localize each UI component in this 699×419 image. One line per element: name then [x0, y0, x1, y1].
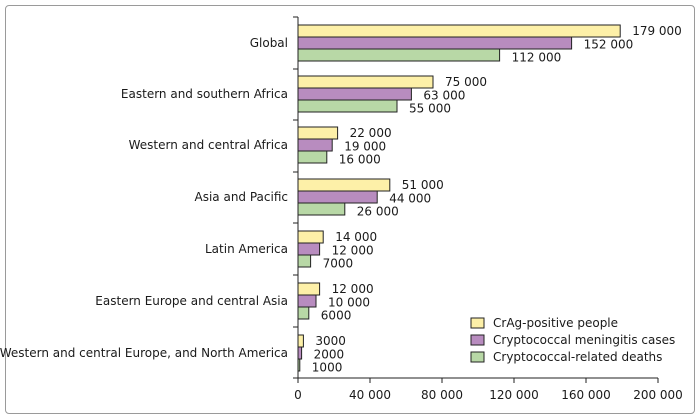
value-label-3-2: 26 000 — [357, 205, 399, 219]
x-tick-label-2: 80 000 — [421, 388, 463, 402]
bar-0-1 — [297, 36, 573, 50]
axes-group: Global Eastern and southern Africa Western… — [0, 16, 683, 402]
bar-3-2 — [297, 202, 346, 216]
value-label-3-1: 44 000 — [389, 191, 431, 205]
bar-4-0 — [297, 230, 324, 244]
bar-5-0 — [297, 282, 321, 296]
value-label-3-0: 51 000 — [402, 178, 444, 192]
bar-5-1 — [297, 294, 317, 308]
value-label-2-0: 22 000 — [350, 126, 392, 140]
legend-swatch-2 — [470, 351, 485, 363]
x-tick-label-3: 120 000 — [489, 388, 539, 402]
value-label-4-0: 14 000 — [335, 230, 377, 244]
value-label-1-1: 63 000 — [423, 88, 465, 102]
value-label-2-1: 19 000 — [344, 139, 386, 153]
bar-2-0 — [297, 126, 339, 140]
value-label-5-2: 6000 — [321, 309, 352, 323]
bar-0-0 — [297, 24, 621, 38]
category-label-0: Global — [250, 36, 288, 50]
category-label-6: Western and central Europe, and North Am… — [0, 346, 288, 360]
legend-swatch-0 — [470, 317, 485, 329]
bar-6-1 — [297, 346, 303, 360]
x-tick-label-5: 200 000 — [633, 388, 683, 402]
category-label-3: Asia and Pacific — [195, 190, 289, 204]
value-label-5-0: 12 000 — [332, 282, 374, 296]
bar-2-2 — [297, 150, 328, 164]
x-tick-label-1: 40 000 — [349, 388, 391, 402]
category-label-2: Western and central Africa — [129, 138, 288, 152]
value-label-4-2: 7000 — [323, 257, 354, 271]
bar-1-1 — [297, 87, 412, 101]
value-label-1-2: 55 000 — [409, 102, 451, 116]
value-label-2-2: 16 000 — [339, 153, 381, 167]
category-label-4: Latin America — [205, 242, 288, 256]
x-tick-label-4: 160 000 — [561, 388, 611, 402]
legend-label-1: Cryptococcal meningitis cases — [493, 333, 675, 347]
bar-4-2 — [297, 254, 312, 268]
value-label-6-1: 2000 — [314, 347, 345, 361]
value-label-0-0: 179 000 — [632, 24, 682, 38]
category-label-1: Eastern and southern Africa — [121, 87, 288, 101]
bar-5-2 — [297, 306, 310, 320]
legend-label-2: Cryptococcal-related deaths — [493, 350, 662, 364]
value-label-4-1: 12 000 — [332, 243, 374, 257]
chart-frame — [5, 5, 695, 414]
value-label-0-2: 112 000 — [512, 51, 562, 65]
bar-3-1 — [297, 190, 378, 204]
value-label-0-1: 152 000 — [584, 37, 634, 51]
bar-4-1 — [297, 242, 321, 256]
value-label-6-0: 3000 — [315, 334, 346, 348]
legend-label-0: CrAg-positive people — [493, 316, 618, 330]
bar-3-0 — [297, 178, 391, 192]
value-label-1-0: 75 000 — [445, 75, 487, 89]
value-label-5-1: 10 000 — [328, 295, 370, 309]
bar-6-0 — [297, 334, 304, 348]
bar-1-0 — [297, 75, 434, 89]
value-label-6-2: 1000 — [312, 361, 343, 375]
x-tick-label-0: 0 — [294, 388, 302, 402]
legend: CrAg-positive people Cryptococcal meningi… — [470, 316, 675, 364]
bar-1-2 — [297, 99, 398, 113]
bar-2-1 — [297, 138, 333, 152]
category-label-5: Eastern Europe and central Asia — [95, 294, 288, 308]
bar-0-2 — [297, 48, 501, 62]
legend-swatch-1 — [470, 334, 485, 346]
